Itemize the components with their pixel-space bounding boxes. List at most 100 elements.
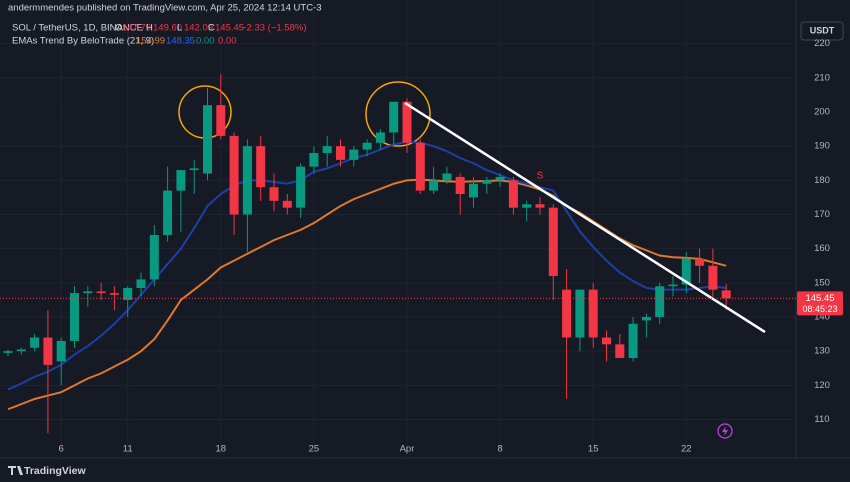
y-tick-label: 210 xyxy=(814,72,830,83)
y-tick-label: 170 xyxy=(814,209,830,220)
y-tick-label: 160 xyxy=(814,243,830,254)
candle-body xyxy=(362,142,372,150)
candle-body xyxy=(415,142,425,191)
candle-body xyxy=(469,183,478,198)
candle-body xyxy=(402,101,412,143)
candle-body xyxy=(615,344,625,358)
candle-body xyxy=(389,101,399,133)
y-tick-label: 120 xyxy=(814,380,830,391)
symbol-title: SOL / TetherUS, 1D, BINANCE xyxy=(12,23,143,34)
candle-body xyxy=(256,146,266,188)
candle-body xyxy=(628,323,638,358)
lightning-bolt[interactable] xyxy=(722,426,728,436)
x-tick-label: 11 xyxy=(123,444,133,455)
candle-body xyxy=(242,146,252,215)
candle-body xyxy=(695,258,705,266)
candle-body xyxy=(349,149,359,160)
candle-body xyxy=(429,180,439,191)
ohlc-label: H xyxy=(146,23,153,34)
ohlc-value: 147.79 xyxy=(122,23,151,34)
x-tick-label: Apr xyxy=(400,444,415,455)
candle-body xyxy=(16,349,26,352)
candle-body xyxy=(548,207,558,276)
candle-body xyxy=(508,180,518,208)
last-price-box xyxy=(797,291,843,316)
ohlc-label: L xyxy=(177,23,182,34)
trend-line xyxy=(404,101,766,334)
candle-body xyxy=(149,235,159,280)
indicator-value: 148.35 xyxy=(166,36,195,47)
candle-body xyxy=(229,135,239,215)
lightning-icon[interactable] xyxy=(717,423,733,439)
y-tick-label: 180 xyxy=(814,175,830,186)
candle-body xyxy=(296,166,306,208)
y-tick-label: 150 xyxy=(814,277,830,288)
brand-logo xyxy=(8,466,23,475)
ohlc-value: 145.45 xyxy=(215,23,244,34)
candle-body xyxy=(322,146,332,153)
candle-body xyxy=(522,204,532,208)
x-tick-label: 22 xyxy=(681,444,692,455)
candle-body xyxy=(109,293,119,295)
candle-body xyxy=(136,279,146,288)
x-tick-label: 8 xyxy=(497,444,502,455)
candle-body xyxy=(83,291,93,294)
candle-body xyxy=(96,291,106,294)
candle-body xyxy=(375,132,385,143)
last-price: 145.45 xyxy=(805,293,834,304)
candle-body xyxy=(189,168,199,171)
candle-body xyxy=(163,190,173,235)
candle-body xyxy=(681,258,691,285)
x-tick-label: 25 xyxy=(309,444,320,455)
x-tick-label: 18 xyxy=(216,444,227,455)
y-tick-label: 220 xyxy=(814,38,830,49)
indicator-value: 0.00 xyxy=(196,36,215,47)
y-tick-label: 200 xyxy=(814,107,830,118)
ohlc-value: 142.09 xyxy=(184,23,213,34)
ohlc-value: 149.60 xyxy=(153,23,182,34)
ohlc-label: O xyxy=(115,23,122,34)
candle-body xyxy=(269,187,279,201)
y-tick-label: 130 xyxy=(814,346,830,357)
indicator-value: 154.99 xyxy=(136,36,165,47)
candle-body xyxy=(535,204,545,208)
candle-body xyxy=(495,176,505,181)
candle-body xyxy=(655,286,665,317)
currency[interactable]: USDT xyxy=(810,25,835,35)
indicator-value: 0.00 xyxy=(218,36,237,47)
candle-body xyxy=(216,105,226,136)
candle-body xyxy=(336,146,345,160)
highlight-circle xyxy=(365,81,431,147)
signal-label: S xyxy=(537,171,544,182)
candle-body xyxy=(455,176,465,194)
x-tick-label: 6 xyxy=(59,444,64,455)
candle-body xyxy=(442,173,452,181)
currency-box[interactable] xyxy=(800,21,844,41)
change: −2.33 (−1.58%) xyxy=(241,23,307,34)
candle-body xyxy=(588,289,598,338)
candle-body xyxy=(123,287,133,300)
candle-body xyxy=(3,351,13,353)
candle-body xyxy=(482,180,492,184)
x-tick-label: 15 xyxy=(588,444,599,455)
y-tick-label: 190 xyxy=(814,141,830,152)
candle-body xyxy=(602,337,611,345)
candle-body xyxy=(708,265,718,290)
ohlc-label: C xyxy=(208,23,215,34)
candle-body xyxy=(43,337,53,365)
candle-body xyxy=(309,153,319,167)
candle-body xyxy=(282,200,292,208)
candle-body xyxy=(668,284,678,287)
candle-body xyxy=(56,340,66,362)
candle-body xyxy=(575,289,585,338)
plot xyxy=(3,74,731,434)
brand: TradingView xyxy=(24,465,86,477)
y-tick-label: 140 xyxy=(814,312,830,323)
candle-body xyxy=(30,337,40,348)
candle-body xyxy=(203,105,212,174)
publisher: andermmendes published on TradingView.co… xyxy=(8,3,322,14)
indicator-name: EMAs Trend By BeloTrade (21, 9) xyxy=(12,36,154,47)
candle-body xyxy=(641,317,651,321)
